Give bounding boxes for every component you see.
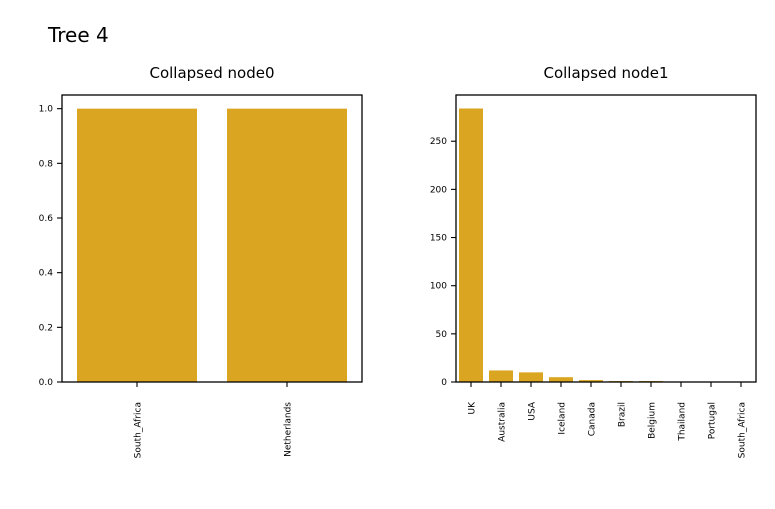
- y-tick-label: 200: [430, 185, 447, 195]
- y-tick-label: 250: [430, 137, 447, 147]
- panel-title: Collapsed node1: [543, 64, 668, 82]
- y-tick-label: 150: [430, 234, 447, 244]
- x-tick-label: Iceland: [558, 402, 568, 435]
- x-tick-label: Brazil: [618, 402, 628, 427]
- x-tick-label: Belgium: [648, 402, 658, 439]
- y-tick-label: 0: [441, 378, 447, 388]
- x-tick-label: Portugal: [708, 402, 718, 439]
- x-tick-label: Canada: [588, 402, 598, 436]
- y-tick-label: 0.0: [39, 378, 54, 388]
- figure-title: Tree 4: [47, 23, 109, 47]
- bar-south-africa: [77, 108, 197, 383]
- x-tick-label: South_Africa: [134, 402, 144, 458]
- bar-iceland: [549, 377, 573, 382]
- y-tick-label: 0.4: [39, 269, 54, 279]
- y-tick-label: 0.2: [39, 323, 53, 333]
- axes-frame: [455, 94, 757, 383]
- y-tick-label: 50: [436, 330, 448, 340]
- bar-australia: [489, 370, 513, 382]
- x-tick-label: USA: [528, 401, 538, 420]
- panel-title: Collapsed node0: [149, 64, 274, 82]
- y-tick-label: 0.8: [39, 159, 54, 169]
- x-tick-label: Australia: [498, 402, 508, 442]
- x-tick-label: South_Africa: [738, 402, 748, 458]
- panel-collapsed-node1: Collapsed node1 0 50 100 150 200 250 UK Australi…: [430, 64, 757, 458]
- y-tick-label: 1.0: [39, 105, 54, 115]
- bar-netherlands: [227, 108, 347, 383]
- bar-uk: [459, 108, 483, 383]
- y-tick-label: 0.6: [39, 214, 54, 224]
- panel-collapsed-node0: Collapsed node0 0.0 0.2 0.4 0.6 0.8 1.0 South_A…: [39, 64, 363, 458]
- axes-frame: [61, 94, 363, 383]
- bar-usa: [519, 372, 543, 382]
- y-tick-label: 100: [430, 282, 447, 292]
- x-tick-label: UK: [468, 401, 478, 415]
- bar-canada: [579, 380, 603, 382]
- x-tick-label: Thailand: [678, 402, 688, 442]
- x-tick-label: Netherlands: [284, 402, 294, 457]
